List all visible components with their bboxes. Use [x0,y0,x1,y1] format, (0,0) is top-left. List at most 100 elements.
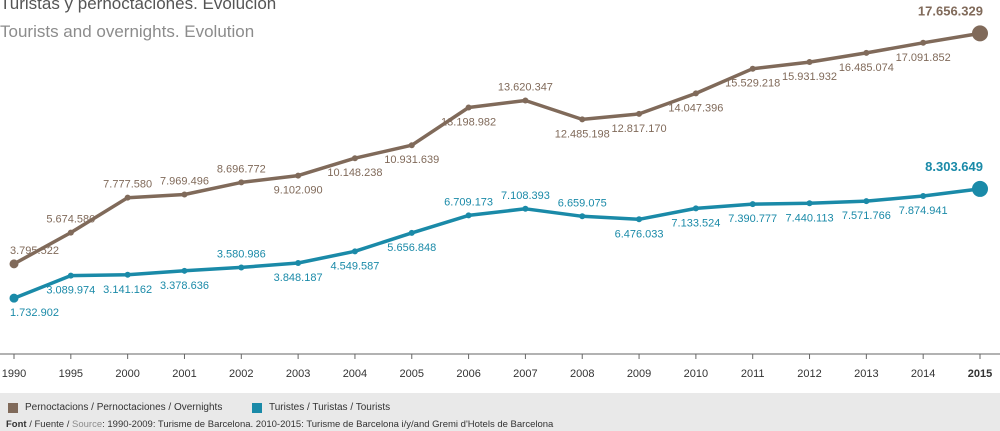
data-point [749,65,756,72]
data-point [806,200,813,207]
x-tick-label: 2015 [968,368,992,380]
data-point [408,229,415,236]
data-label: 17.656.329 [918,3,983,18]
data-label: 4.549.587 [330,260,379,272]
data-label: 3.089.974 [46,285,95,297]
data-point [181,191,188,198]
data-label: 7.571.766 [842,210,891,222]
data-label: 10.931.639 [384,154,439,166]
x-tick-label: 2003 [286,368,310,380]
data-point [920,39,927,46]
data-label: 10.148.238 [327,167,382,179]
chart-footer: Pernoctacions / Pernoctaciones / Overnig… [0,393,1000,431]
data-point [636,216,643,223]
data-label: 13.620.347 [498,81,553,93]
x-tick-label: 2010 [684,368,708,380]
data-label: 3.580.986 [217,248,266,260]
data-point [579,116,586,123]
x-tick-label: 2004 [343,368,367,380]
data-point [692,205,699,212]
legend-swatch-overnights [8,402,18,413]
data-label: 6.476.033 [615,228,664,240]
x-tick-label: 2011 [741,368,765,380]
data-label: 7.440.113 [785,212,833,224]
line-chart: 1990 1995 2000 2001 2002 2003 2004 2005 2006 2007… [0,3,1000,380]
source-label-en: Source [72,419,103,430]
x-tick-label: 2013 [854,368,878,380]
source-label: Font [6,419,27,430]
data-label: 7.133.524 [671,217,720,229]
x-tick-label: 2009 [627,368,651,380]
legend-item-overnights: Pernoctacions / Pernoctaciones / Overnig… [8,402,222,413]
data-point [522,205,529,212]
source-label-middle: / Fuente / [26,419,72,430]
data-point [238,264,245,271]
data-point [295,260,302,267]
data-label: 5.674.580 [46,214,95,226]
data-label: 12.817.170 [612,123,667,135]
data-point [863,198,870,205]
legend-label-tourists: Turistes / Turistas / Tourists [269,402,391,413]
data-label: 3.795.522 [10,245,59,257]
data-point [692,90,699,97]
data-point [408,142,415,149]
x-tick-label: 2014 [911,368,935,380]
data-point [351,155,358,162]
data-point [295,172,302,179]
data-point [972,180,988,197]
data-point [465,104,472,111]
data-label: 15.529.218 [725,78,780,90]
data-point [9,293,19,303]
data-label: 14.047.396 [668,102,723,114]
series-line-tourists [13,187,981,300]
data-point [9,259,19,269]
series-line-overnights [13,31,981,266]
legend-label-overnights: Pernoctacions / Pernoctaciones / Overnig… [25,402,223,413]
legend-item-tourists: Turistes / Turistas / Tourists [252,402,390,413]
data-point [749,201,756,208]
data-label: 3.848.187 [274,272,323,284]
x-tick-label: 1995 [59,368,83,380]
data-point [972,25,988,42]
chart-subtitle: Tourists and overnights. Evolution [0,22,255,41]
data-label: 6.659.075 [558,197,607,209]
data-label: 16.485.074 [839,62,894,74]
data-label: 5.656.848 [387,242,436,254]
data-label: 7.874.941 [899,205,948,217]
x-tick-label: 2002 [229,368,253,380]
data-point [67,272,74,279]
data-label: 12.485.198 [555,128,610,140]
data-point [181,267,188,274]
data-point [920,193,927,200]
data-label: 7.108.393 [501,190,550,202]
data-label: 1.732.902 [10,307,59,319]
legend-swatch-tourists [252,402,262,413]
data-point [67,229,74,236]
data-point [238,179,245,186]
data-point [351,248,358,255]
data-label: 7.390.777 [728,213,777,225]
data-point [465,212,472,219]
data-label: 13.198.982 [441,117,496,129]
data-point [124,194,131,201]
data-point [806,59,813,66]
data-label: 9.102.090 [274,185,323,197]
data-point [863,49,870,56]
data-label: 8.303.649 [925,159,983,174]
data-label: 6.709.173 [444,196,493,208]
chart-title: Turistas y pernoctaciones. Evolución [0,0,277,13]
source-note: Font / Fuente / Source: 1990-2009: Turis… [6,419,553,430]
data-point [124,271,131,278]
data-label: 7.969.496 [160,175,209,187]
x-tick-label: 2005 [400,368,424,380]
data-label: 15.931.932 [782,71,837,83]
data-label: 3.141.162 [103,284,152,296]
x-tick-label: 2006 [456,368,480,380]
data-label: 3.378.636 [160,280,209,292]
data-point [579,213,586,220]
data-point [522,97,529,104]
x-tick-label: 2008 [570,368,594,380]
data-label: 8.696.772 [217,163,266,175]
x-tick-label: 2012 [797,368,821,380]
x-tick-label: 2007 [513,368,537,380]
